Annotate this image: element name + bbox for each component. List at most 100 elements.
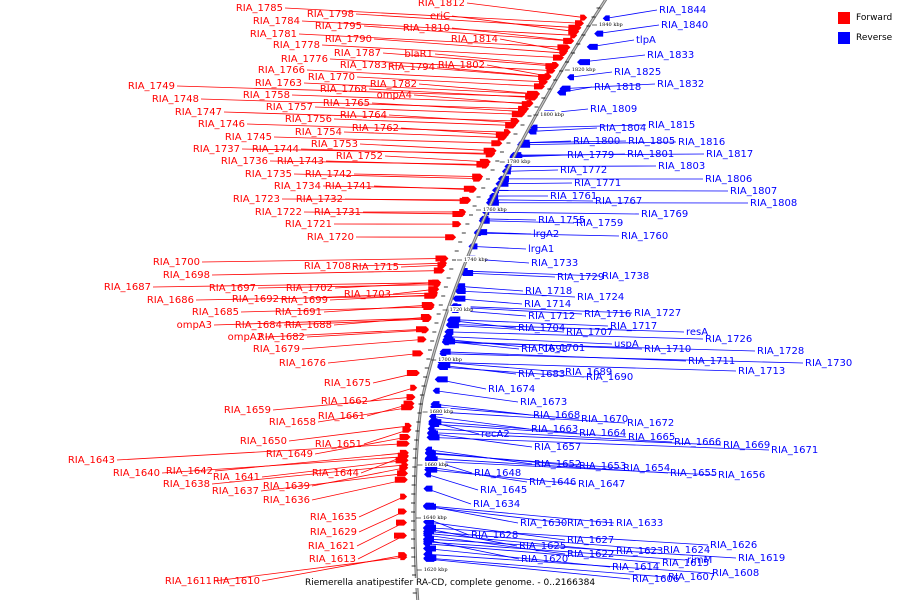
gene-label-forward-ria-1744[interactable]: RIA_1744: [252, 144, 299, 155]
gene-label-forward-ria-1749[interactable]: RIA_1749: [128, 81, 175, 92]
gene-label-forward-ria-1637[interactable]: RIA_1637: [212, 486, 259, 497]
gene-label-reverse-ria-1656[interactable]: RIA_1656: [718, 470, 765, 481]
gene-label-forward-ria-1684[interactable]: RIA_1684: [235, 320, 282, 331]
gene-label-reverse-ria-1670[interactable]: RIA_1670: [581, 414, 628, 425]
gene-label-forward-ria-1787[interactable]: RIA_1787: [334, 48, 381, 59]
gene-label-forward-ria-1790[interactable]: RIA_1790: [325, 34, 372, 45]
gene-label-reverse-ria-1772[interactable]: RIA_1772: [560, 165, 607, 176]
feature-forward-ria-1659[interactable]: [406, 394, 416, 401]
feature-forward-ria-1635[interactable]: [400, 493, 408, 500]
gene-label-forward-ria-1754[interactable]: RIA_1754: [295, 127, 342, 138]
gene-label-reverse-ria-1620[interactable]: RIA_1620: [521, 554, 568, 565]
gene-label-forward-ria-1651[interactable]: RIA_1651: [315, 439, 362, 450]
feature-forward-ria-1747[interactable]: [510, 117, 520, 124]
gene-label-reverse-ria-1806[interactable]: RIA_1806: [705, 174, 752, 185]
gene-label-forward-ria-1629[interactable]: RIA_1629: [310, 527, 357, 538]
gene-label-forward-ria-1735[interactable]: RIA_1735: [245, 169, 292, 180]
feature-forward-ria-1731[interactable]: [459, 208, 467, 215]
gene-label-forward-ria-1682[interactable]: RIA_1682: [258, 332, 305, 343]
feature-forward-ria-1703[interactable]: [428, 286, 440, 293]
gene-label-reverse-ria-1622[interactable]: RIA_1622: [567, 549, 614, 560]
feature-reverse-ria-1825[interactable]: [567, 74, 575, 81]
feature-forward-ria-1766[interactable]: [538, 78, 548, 85]
feature-forward-ria-1756[interactable]: [505, 122, 517, 129]
gene-label-reverse-ria-1713[interactable]: RIA_1713: [738, 366, 785, 377]
feature-reverse-ria-1832[interactable]: [559, 85, 571, 92]
gene-label-forward-ria-1766[interactable]: RIA_1766: [258, 65, 305, 76]
gene-label-reverse-ria-1606[interactable]: RIA_1606: [632, 574, 679, 585]
feature-forward-ria-1754[interactable]: [497, 134, 507, 141]
feature-forward-ria-1676[interactable]: [412, 350, 424, 357]
gene-label-forward-ria-1649[interactable]: RIA_1649: [266, 449, 313, 460]
feature-forward-ria-1644[interactable]: [397, 452, 409, 459]
gene-label-forward-ria-1783[interactable]: RIA_1783: [340, 60, 387, 71]
gene-label-forward-ria-1737[interactable]: RIA_1737: [193, 144, 240, 155]
gene-label-reverse-ria-1663[interactable]: RIA_1663: [531, 424, 578, 435]
feature-forward-ria-1748[interactable]: [518, 105, 530, 112]
gene-label-forward-ria-1687[interactable]: RIA_1687: [104, 282, 151, 293]
gene-label-forward-ria-1699[interactable]: RIA_1699: [281, 295, 328, 306]
gene-label-forward-ria-1798[interactable]: RIA_1798: [307, 9, 354, 20]
gene-label-forward-ria-1722[interactable]: RIA_1722: [255, 207, 302, 218]
feature-reverse-ria-1711[interactable]: [439, 348, 451, 355]
gene-label-reverse-ria-1627[interactable]: RIA_1627: [567, 535, 614, 546]
feature-reverse-ria-1690[interactable]: [436, 364, 448, 370]
gene-label-forward-ria-1785[interactable]: RIA_1785: [236, 3, 283, 14]
gene-label-reverse-ria-1655[interactable]: RIA_1655: [670, 468, 717, 479]
gene-label-forward-ria-1745[interactable]: RIA_1745: [225, 132, 272, 143]
gene-label-reverse-ria-1805[interactable]: RIA_1805: [628, 136, 675, 147]
gene-label-reverse-ria-1693[interactable]: RIA_1693: [521, 344, 568, 355]
gene-label-forward-ria-1732[interactable]: RIA_1732: [296, 194, 343, 205]
gene-label-reverse-reca2[interactable]: recA2: [481, 429, 510, 440]
feature-forward-ria-1776[interactable]: [546, 67, 556, 74]
gene-label-reverse-ria-1726[interactable]: RIA_1726: [705, 334, 752, 345]
gene-label-forward-ria-1688[interactable]: RIA_1688: [285, 320, 332, 331]
feature-forward-ria-1682[interactable]: [421, 327, 429, 334]
feature-forward-ria-1770[interactable]: [533, 83, 545, 90]
gene-label-reverse-ria-1664[interactable]: RIA_1664: [579, 428, 626, 439]
gene-label-reverse-ria-1717[interactable]: RIA_1717: [610, 321, 657, 332]
feature-forward-ria-1778[interactable]: [552, 54, 564, 61]
gene-label-forward-ria-1747[interactable]: RIA_1747: [175, 107, 222, 118]
feature-reverse-ria-1634[interactable]: [423, 485, 433, 492]
feature-forward-ria-1741[interactable]: [469, 186, 477, 193]
gene-label-forward-ria-1743[interactable]: RIA_1743: [277, 156, 324, 167]
feature-reverse-ria-1673[interactable]: [432, 387, 440, 394]
gene-label-forward-ria-1698[interactable]: RIA_1698: [163, 270, 210, 281]
feature-forward-ria-1610[interactable]: [398, 552, 408, 559]
gene-label-forward-eric[interactable]: eriC: [430, 11, 450, 22]
gene-label-forward-ria-1644[interactable]: RIA_1644: [312, 468, 359, 479]
gene-label-reverse-ria-1668[interactable]: RIA_1668: [533, 410, 580, 421]
gene-label-reverse-ria-1683[interactable]: RIA_1683: [518, 369, 565, 380]
gene-label-forward-ria-1700[interactable]: RIA_1700: [153, 257, 200, 268]
feature-reverse-ria-1674[interactable]: [434, 376, 448, 383]
gene-label-reverse-ria-1672[interactable]: RIA_1672: [627, 418, 674, 429]
gene-label-forward-ria-1758[interactable]: RIA_1758: [243, 90, 290, 101]
feature-reverse-ria-1647[interactable]: [424, 466, 438, 473]
gene-label-reverse-ria-1669[interactable]: RIA_1669: [723, 440, 770, 451]
feature-reverse-ria-1840[interactable]: [594, 30, 604, 37]
feature-forward-ria-1679[interactable]: [417, 336, 427, 343]
gene-label-forward-ria-1641[interactable]: RIA_1641: [213, 472, 260, 483]
gene-label-reverse-ria-1652[interactable]: RIA_1652: [534, 459, 581, 470]
gene-label-forward-ria-1778[interactable]: RIA_1778: [273, 40, 320, 51]
gene-label-forward-ria-1691[interactable]: RIA_1691: [275, 307, 322, 318]
feature-forward-ria-1613[interactable]: [394, 532, 407, 539]
gene-label-reverse-ria-1615[interactable]: RIA_1615: [662, 558, 709, 569]
feature-forward-blar1[interactable]: [552, 62, 560, 69]
feature-reverse-reca2[interactable]: [428, 419, 442, 426]
feature-forward-ria-1658[interactable]: [401, 404, 415, 411]
gene-label-reverse-ria-1716[interactable]: RIA_1716: [584, 309, 631, 320]
gene-label-reverse-ria-1771[interactable]: RIA_1771: [574, 178, 621, 189]
gene-label-reverse-ria-1712[interactable]: RIA_1712: [528, 311, 575, 322]
gene-label-forward-ria-1635[interactable]: RIA_1635: [310, 512, 357, 523]
feature-forward-ria-1745[interactable]: [491, 140, 503, 147]
gene-label-forward-ria-1746[interactable]: RIA_1746: [198, 119, 245, 130]
gene-label-forward-ompa4[interactable]: ompA4: [377, 90, 412, 101]
feature-reverse-ria-1693[interactable]: [442, 338, 452, 345]
feature-forward-ria-1810[interactable]: [563, 37, 575, 44]
gene-label-forward-ria-1723[interactable]: RIA_1723: [233, 194, 280, 205]
feature-forward-ria-1749[interactable]: [525, 93, 539, 100]
gene-label-reverse-ria-1844[interactable]: RIA_1844: [659, 5, 706, 16]
feature-forward-ria-1758[interactable]: [526, 100, 534, 107]
